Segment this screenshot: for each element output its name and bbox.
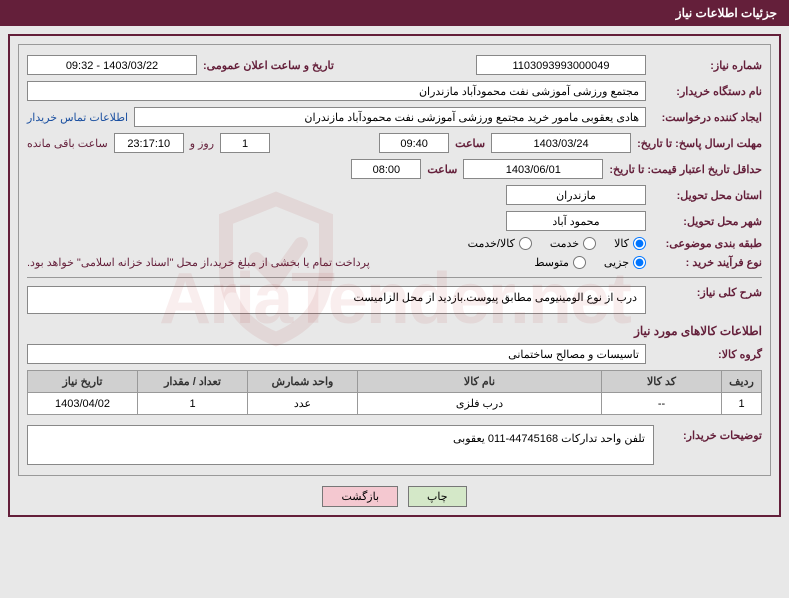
th-code: کد کالا xyxy=(602,371,722,393)
row-need-number: شماره نیاز: 1103093993000049 تاریخ و ساع… xyxy=(27,55,762,75)
category-label: طبقه بندی موضوعی: xyxy=(652,237,762,250)
radio-medium[interactable]: متوسط xyxy=(534,256,586,269)
radio-partial[interactable]: جزیی xyxy=(604,256,646,269)
th-row: ردیف xyxy=(722,371,762,393)
buyer-org-value: مجتمع ورزشی آموزشی نفت محمودآباد مازندرا… xyxy=(27,81,646,101)
category-radio-group: کالا خدمت کالا/خدمت xyxy=(468,237,646,250)
remaining-label: ساعت باقی مانده xyxy=(27,137,108,150)
cell-qty: 1 xyxy=(138,393,248,415)
radio-both[interactable]: کالا/خدمت xyxy=(468,237,532,250)
row-buyer-org: نام دستگاه خریدار: مجتمع ورزشی آموزشی نف… xyxy=(27,81,762,101)
group-value: تاسیسات و مصالح ساختمانی xyxy=(27,344,646,364)
goods-info-title: اطلاعات کالاهای مورد نیاز xyxy=(27,324,762,338)
th-qty: تعداد / مقدار xyxy=(138,371,248,393)
deadline-time: 09:40 xyxy=(379,133,449,153)
details-panel: شماره نیاز: 1103093993000049 تاریخ و ساع… xyxy=(18,44,771,476)
table-row: 1 -- درب فلزی عدد 1 1403/04/02 xyxy=(28,393,762,415)
row-process: نوع فرآیند خرید : جزیی متوسط پرداخت تمام… xyxy=(27,256,762,269)
row-province: استان محل تحویل: مازندران xyxy=(27,185,762,205)
row-category: طبقه بندی موضوعی: کالا خدمت کالا/خدمت xyxy=(27,237,762,250)
days-and-label: روز و xyxy=(190,137,214,150)
th-name: نام کالا xyxy=(358,371,602,393)
summary-label: شرح کلی نیاز: xyxy=(652,286,762,299)
need-number-label: شماره نیاز: xyxy=(652,59,762,72)
row-summary: شرح کلی نیاز: درب از نوع الومینیومی مطاب… xyxy=(27,286,762,314)
province-value: مازندران xyxy=(506,185,646,205)
cell-date: 1403/04/02 xyxy=(28,393,138,415)
deadline-date: 1403/03/24 xyxy=(491,133,631,153)
radio-goods-input[interactable] xyxy=(633,237,646,250)
print-button[interactable]: چاپ xyxy=(408,486,467,507)
announce-value: 1403/03/22 - 09:32 xyxy=(27,55,197,75)
process-radio-group: جزیی متوسط xyxy=(534,256,646,269)
page-title: جزئیات اطلاعات نیاز xyxy=(676,6,777,20)
validity-date: 1403/06/01 xyxy=(463,159,603,179)
validity-label: حداقل تاریخ اعتبار قیمت: تا تاریخ: xyxy=(609,163,762,176)
countdown-time: 23:17:10 xyxy=(114,133,184,153)
row-requester: ایجاد کننده درخواست: هادی یعقوبی مامور خ… xyxy=(27,107,762,127)
summary-text: درب از نوع الومینیومی مطابق پیوست.بازدید… xyxy=(27,286,646,314)
announce-label: تاریخ و ساعت اعلان عمومی: xyxy=(203,59,334,72)
page-header: جزئیات اطلاعات نیاز xyxy=(0,0,789,26)
payment-note: پرداخت تمام یا بخشی از مبلغ خرید،از محل … xyxy=(27,256,370,269)
button-row: چاپ بازگشت xyxy=(18,486,771,507)
city-label: شهر محل تحویل: xyxy=(652,215,762,228)
radio-both-input[interactable] xyxy=(519,237,532,250)
back-button[interactable]: بازگشت xyxy=(322,486,398,507)
days-remaining: 1 xyxy=(220,133,270,153)
need-number-value: 1103093993000049 xyxy=(476,55,646,75)
buyer-org-label: نام دستگاه خریدار: xyxy=(652,85,762,98)
province-label: استان محل تحویل: xyxy=(652,189,762,202)
process-label: نوع فرآیند خرید : xyxy=(652,256,762,269)
radio-medium-input[interactable] xyxy=(573,256,586,269)
validity-time-label: ساعت xyxy=(427,163,457,176)
divider-1 xyxy=(27,277,762,278)
goods-table: ردیف کد کالا نام کالا واحد شمارش تعداد /… xyxy=(27,370,762,415)
requester-label: ایجاد کننده درخواست: xyxy=(652,111,762,124)
table-header-row: ردیف کد کالا نام کالا واحد شمارش تعداد /… xyxy=(28,371,762,393)
deadline-label: مهلت ارسال پاسخ: تا تاریخ: xyxy=(637,137,762,150)
deadline-time-label: ساعت xyxy=(455,137,485,150)
th-date: تاریخ نیاز xyxy=(28,371,138,393)
buyer-contact-link[interactable]: اطلاعات تماس خریدار xyxy=(27,111,128,124)
cell-code: -- xyxy=(602,393,722,415)
main-frame: شماره نیاز: 1103093993000049 تاریخ و ساع… xyxy=(8,34,781,517)
radio-goods[interactable]: کالا xyxy=(614,237,646,250)
validity-time: 08:00 xyxy=(351,159,421,179)
cell-num: 1 xyxy=(722,393,762,415)
row-validity: حداقل تاریخ اعتبار قیمت: تا تاریخ: 1403/… xyxy=(27,159,762,179)
buyer-desc-text: تلفن واحد تدارکات 44745168-011 یعقوبی xyxy=(27,425,654,465)
th-unit: واحد شمارش xyxy=(248,371,358,393)
buyer-desc-label: توضیحات خریدار: xyxy=(662,425,762,465)
cell-name: درب فلزی xyxy=(358,393,602,415)
city-value: محمود آباد xyxy=(506,211,646,231)
requester-value: هادی یعقوبی مامور خرید مجتمع ورزشی آموزش… xyxy=(134,107,646,127)
cell-unit: عدد xyxy=(248,393,358,415)
radio-service[interactable]: خدمت xyxy=(550,237,596,250)
buyer-description-box: توضیحات خریدار: تلفن واحد تدارکات 447451… xyxy=(27,425,762,465)
group-label: گروه کالا: xyxy=(652,348,762,361)
radio-service-input[interactable] xyxy=(583,237,596,250)
radio-partial-input[interactable] xyxy=(633,256,646,269)
row-deadline: مهلت ارسال پاسخ: تا تاریخ: 1403/03/24 سا… xyxy=(27,133,762,153)
row-group: گروه کالا: تاسیسات و مصالح ساختمانی xyxy=(27,344,762,364)
row-city: شهر محل تحویل: محمود آباد xyxy=(27,211,762,231)
